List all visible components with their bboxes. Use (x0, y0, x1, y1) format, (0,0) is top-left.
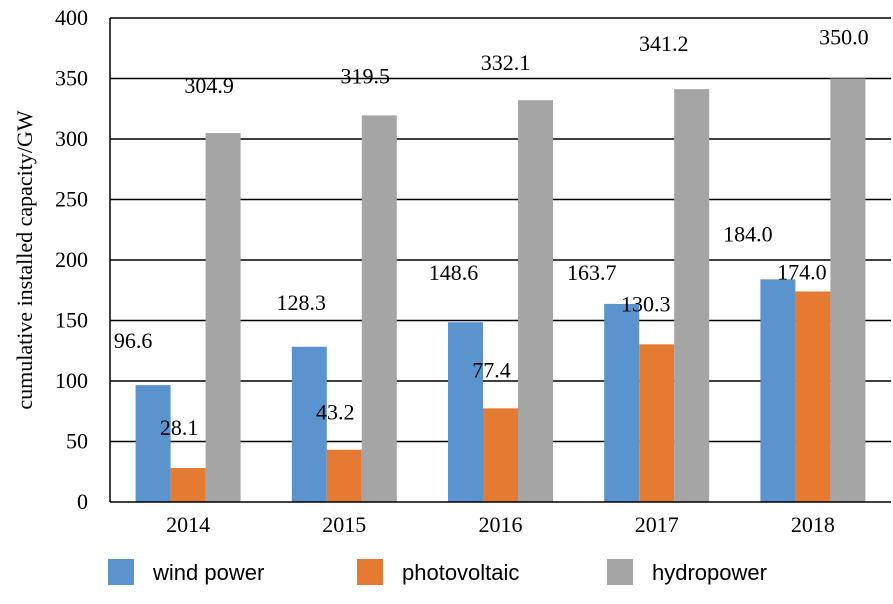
bar-photovoltaic (170, 467, 206, 502)
bar-photovoltaic (483, 408, 518, 502)
y-tick-labels: 0 50 100 150 200 250 300 350 400 (55, 5, 88, 514)
data-label: 163.7 (567, 260, 617, 285)
x-tick-label: 2016 (479, 512, 523, 537)
axes (109, 18, 891, 503)
x-tick-label: 2014 (166, 512, 210, 537)
data-label: 332.1 (481, 50, 531, 75)
data-label: 77.4 (472, 357, 511, 382)
y-tick-label: 0 (77, 489, 88, 514)
data-label: 130.3 (621, 291, 671, 316)
bar-wind-power (604, 303, 640, 502)
y-tick-label: 300 (55, 126, 88, 151)
data-label: 174.0 (777, 259, 827, 284)
legend-label: wind power (152, 560, 264, 585)
bar-wind-power (135, 385, 171, 502)
legend: wind power photovoltaic hydropower (108, 559, 767, 585)
y-tick-label: 100 (55, 368, 88, 393)
bar-hydropower (361, 115, 397, 502)
bar-hydropower (205, 133, 241, 503)
bar-hydropower (830, 78, 866, 502)
bars (135, 78, 866, 503)
data-label: 350.0 (819, 25, 869, 50)
y-tick-label: 150 (55, 308, 88, 333)
data-label: 128.3 (277, 290, 327, 315)
y-tick-label: 250 (55, 187, 88, 212)
x-tick-labels: 2014 2015 2016 2017 2018 (166, 512, 835, 537)
x-tick-label: 2015 (322, 512, 366, 537)
x-tick-label: 2018 (791, 512, 835, 537)
legend-swatch (108, 559, 134, 585)
bar-hydropower (518, 100, 553, 502)
bar-hydropower (674, 89, 710, 502)
data-label: 96.6 (114, 328, 153, 353)
legend-swatch (357, 559, 383, 585)
bar-wind-power (448, 322, 483, 502)
data-label: 148.6 (429, 260, 479, 285)
bar-photovoltaic (326, 449, 362, 502)
bar-photovoltaic (639, 344, 675, 502)
data-label: 43.2 (316, 400, 355, 425)
legend-label: photovoltaic (402, 560, 519, 585)
bar-photovoltaic (795, 291, 831, 502)
data-labels: 96.6 128.3 148.6 163.7 184.0 28.1 43.2 77.4 130.… (114, 25, 869, 440)
legend-label: hydropower (652, 560, 767, 585)
bar-wind-power (291, 346, 327, 502)
data-label: 184.0 (723, 221, 773, 246)
y-tick-label: 350 (55, 66, 88, 91)
data-label: 28.1 (160, 415, 199, 440)
data-label: 304.9 (184, 73, 234, 98)
y-tick-label: 400 (55, 5, 88, 30)
legend-swatch (607, 559, 633, 585)
y-tick-label: 50 (66, 429, 88, 454)
y-axis-label: cumulative installed capacity/GW (12, 110, 37, 410)
data-label: 319.5 (341, 63, 391, 88)
bar-wind-power (760, 279, 796, 502)
y-tick-label: 200 (55, 247, 88, 272)
data-label: 341.2 (639, 31, 689, 56)
x-tick-label: 2017 (635, 512, 679, 537)
